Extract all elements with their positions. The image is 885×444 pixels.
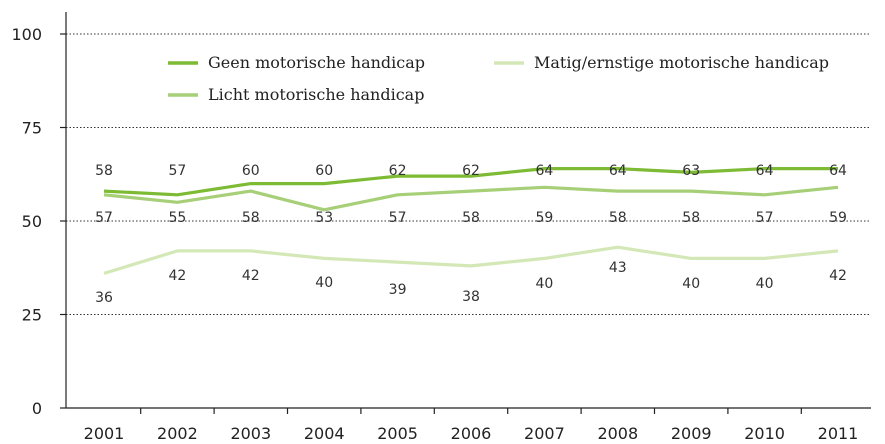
y-tick-label: 0 (32, 399, 42, 418)
data-label-licht: 58 (462, 210, 480, 226)
y-tick-label: 100 (11, 25, 42, 44)
legend-label-1: Geen motorische handicap (208, 53, 425, 72)
data-label-matig: 40 (535, 276, 553, 292)
data-label-matig: 40 (682, 276, 700, 292)
data-label-matig: 38 (462, 289, 480, 305)
legend-label-2: Licht motorische handicap (208, 85, 424, 104)
data-label-geen: 64 (535, 163, 553, 179)
series-line-2 (103, 185, 839, 212)
x-tick-label: 2001 (84, 424, 125, 443)
x-tick-label: 2010 (744, 424, 785, 443)
data-label-geen: 62 (462, 163, 480, 179)
data-label-licht: 58 (242, 210, 260, 226)
data-label-geen: 57 (168, 163, 186, 179)
legend-label-3: Matig/ernstige motorische handicap (534, 53, 829, 72)
x-tick-label: 2004 (304, 424, 345, 443)
data-label-matig: 40 (315, 275, 333, 291)
data-label-licht: 55 (168, 210, 186, 226)
data-label-matig: 39 (389, 282, 407, 298)
gridlines (66, 33, 871, 315)
data-label-licht: 58 (609, 210, 627, 226)
x-tick-label: 2003 (230, 424, 271, 443)
data-label-geen: 60 (315, 163, 333, 179)
data-label-geen: 62 (389, 163, 407, 179)
data-label-geen: 64 (609, 163, 627, 179)
data-label-licht: 59 (535, 210, 553, 226)
x-tick-label: 2005 (377, 424, 418, 443)
data-label-matig: 42 (829, 268, 847, 284)
data-label-geen: 60 (242, 163, 260, 179)
x-tick-label: 2009 (671, 424, 712, 443)
axes: 0 25 50 75 100 2001 2002 2003 2004 2005 2006 2007 20… (11, 12, 871, 443)
x-tick-label: 2008 (597, 424, 638, 443)
x-tick-label: 2006 (451, 424, 492, 443)
series-line-3 (103, 245, 839, 275)
data-label-geen: 58 (95, 163, 113, 179)
data-label-licht: 57 (389, 210, 407, 226)
data-label-licht: 57 (95, 210, 113, 226)
data-label-geen: 64 (829, 163, 847, 179)
x-tick-label: 2011 (818, 424, 859, 443)
y-tick-label: 75 (22, 119, 42, 138)
data-label-licht: 58 (682, 210, 700, 226)
data-label-licht: 57 (756, 210, 774, 226)
series-lines (103, 167, 839, 275)
x-tick-label: 2002 (157, 424, 198, 443)
y-tick-label: 25 (22, 306, 42, 325)
x-tick-label: 2007 (524, 424, 565, 443)
data-label-matig: 36 (95, 290, 113, 306)
data-label-matig: 42 (168, 268, 186, 284)
data-label-geen: 63 (682, 163, 700, 179)
data-label-matig: 43 (609, 260, 627, 276)
series-line-1 (103, 167, 838, 197)
data-label-matig: 42 (242, 268, 260, 284)
data-label-matig: 40 (756, 276, 774, 292)
y-tick-label: 50 (22, 212, 42, 231)
data-label-licht: 53 (315, 210, 333, 226)
legend: Geen motorische handicap Licht motorische… (168, 53, 829, 104)
data-label-geen: 64 (756, 163, 774, 179)
data-label-licht: 59 (829, 210, 847, 226)
data-labels: 58 57 60 60 62 62 64 64 63 64 64 57 55 58 53 57 58 59 58 58… (95, 163, 847, 306)
